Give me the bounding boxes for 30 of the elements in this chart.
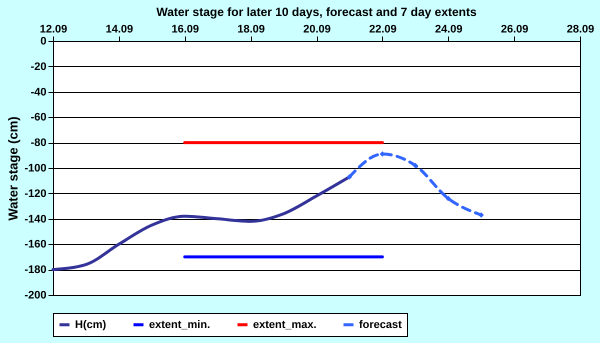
y-tick-label: -200 xyxy=(24,290,46,302)
x-tick-label: 18.09 xyxy=(237,24,265,36)
legend-label: extent_max. xyxy=(253,318,317,331)
point xyxy=(412,162,418,168)
x-tick-label: 22.09 xyxy=(369,24,397,36)
y-tick-label: -160 xyxy=(24,238,46,251)
x-tick-label: 28.09 xyxy=(566,24,594,36)
y-axis-title: Water stage (cm) xyxy=(5,116,20,221)
x-tick-label: 16.09 xyxy=(171,24,200,36)
y-tick-label: -180 xyxy=(24,264,46,276)
line-series xyxy=(52,175,351,272)
y-tick-label: -60 xyxy=(30,112,46,124)
y-tick-label: -120 xyxy=(24,188,46,200)
y-tick-label: -140 xyxy=(24,213,46,226)
legend-label: H(cm) xyxy=(75,318,107,331)
x-tick-label: 24.09 xyxy=(434,24,463,36)
chart-title: Water stage for later 10 days, forecast and 7 day extents xyxy=(156,5,477,19)
y-tick-label: -40 xyxy=(30,86,46,98)
y-tick-label: -80 xyxy=(30,137,46,150)
y-tick-label: 0 xyxy=(40,36,46,48)
legend-label: forecast xyxy=(359,318,402,331)
x-tick-label: 12.09 xyxy=(40,24,68,36)
x-tick-label: 20.09 xyxy=(303,24,331,36)
x-tick-label: 14.09 xyxy=(106,24,134,36)
point xyxy=(346,174,352,180)
x-tick-label: 26.09 xyxy=(500,24,528,36)
y-tick-label: -20 xyxy=(30,60,46,73)
point xyxy=(446,196,451,202)
legend-label: extent_min. xyxy=(149,318,210,331)
y-tick-label: -100 xyxy=(24,162,46,174)
